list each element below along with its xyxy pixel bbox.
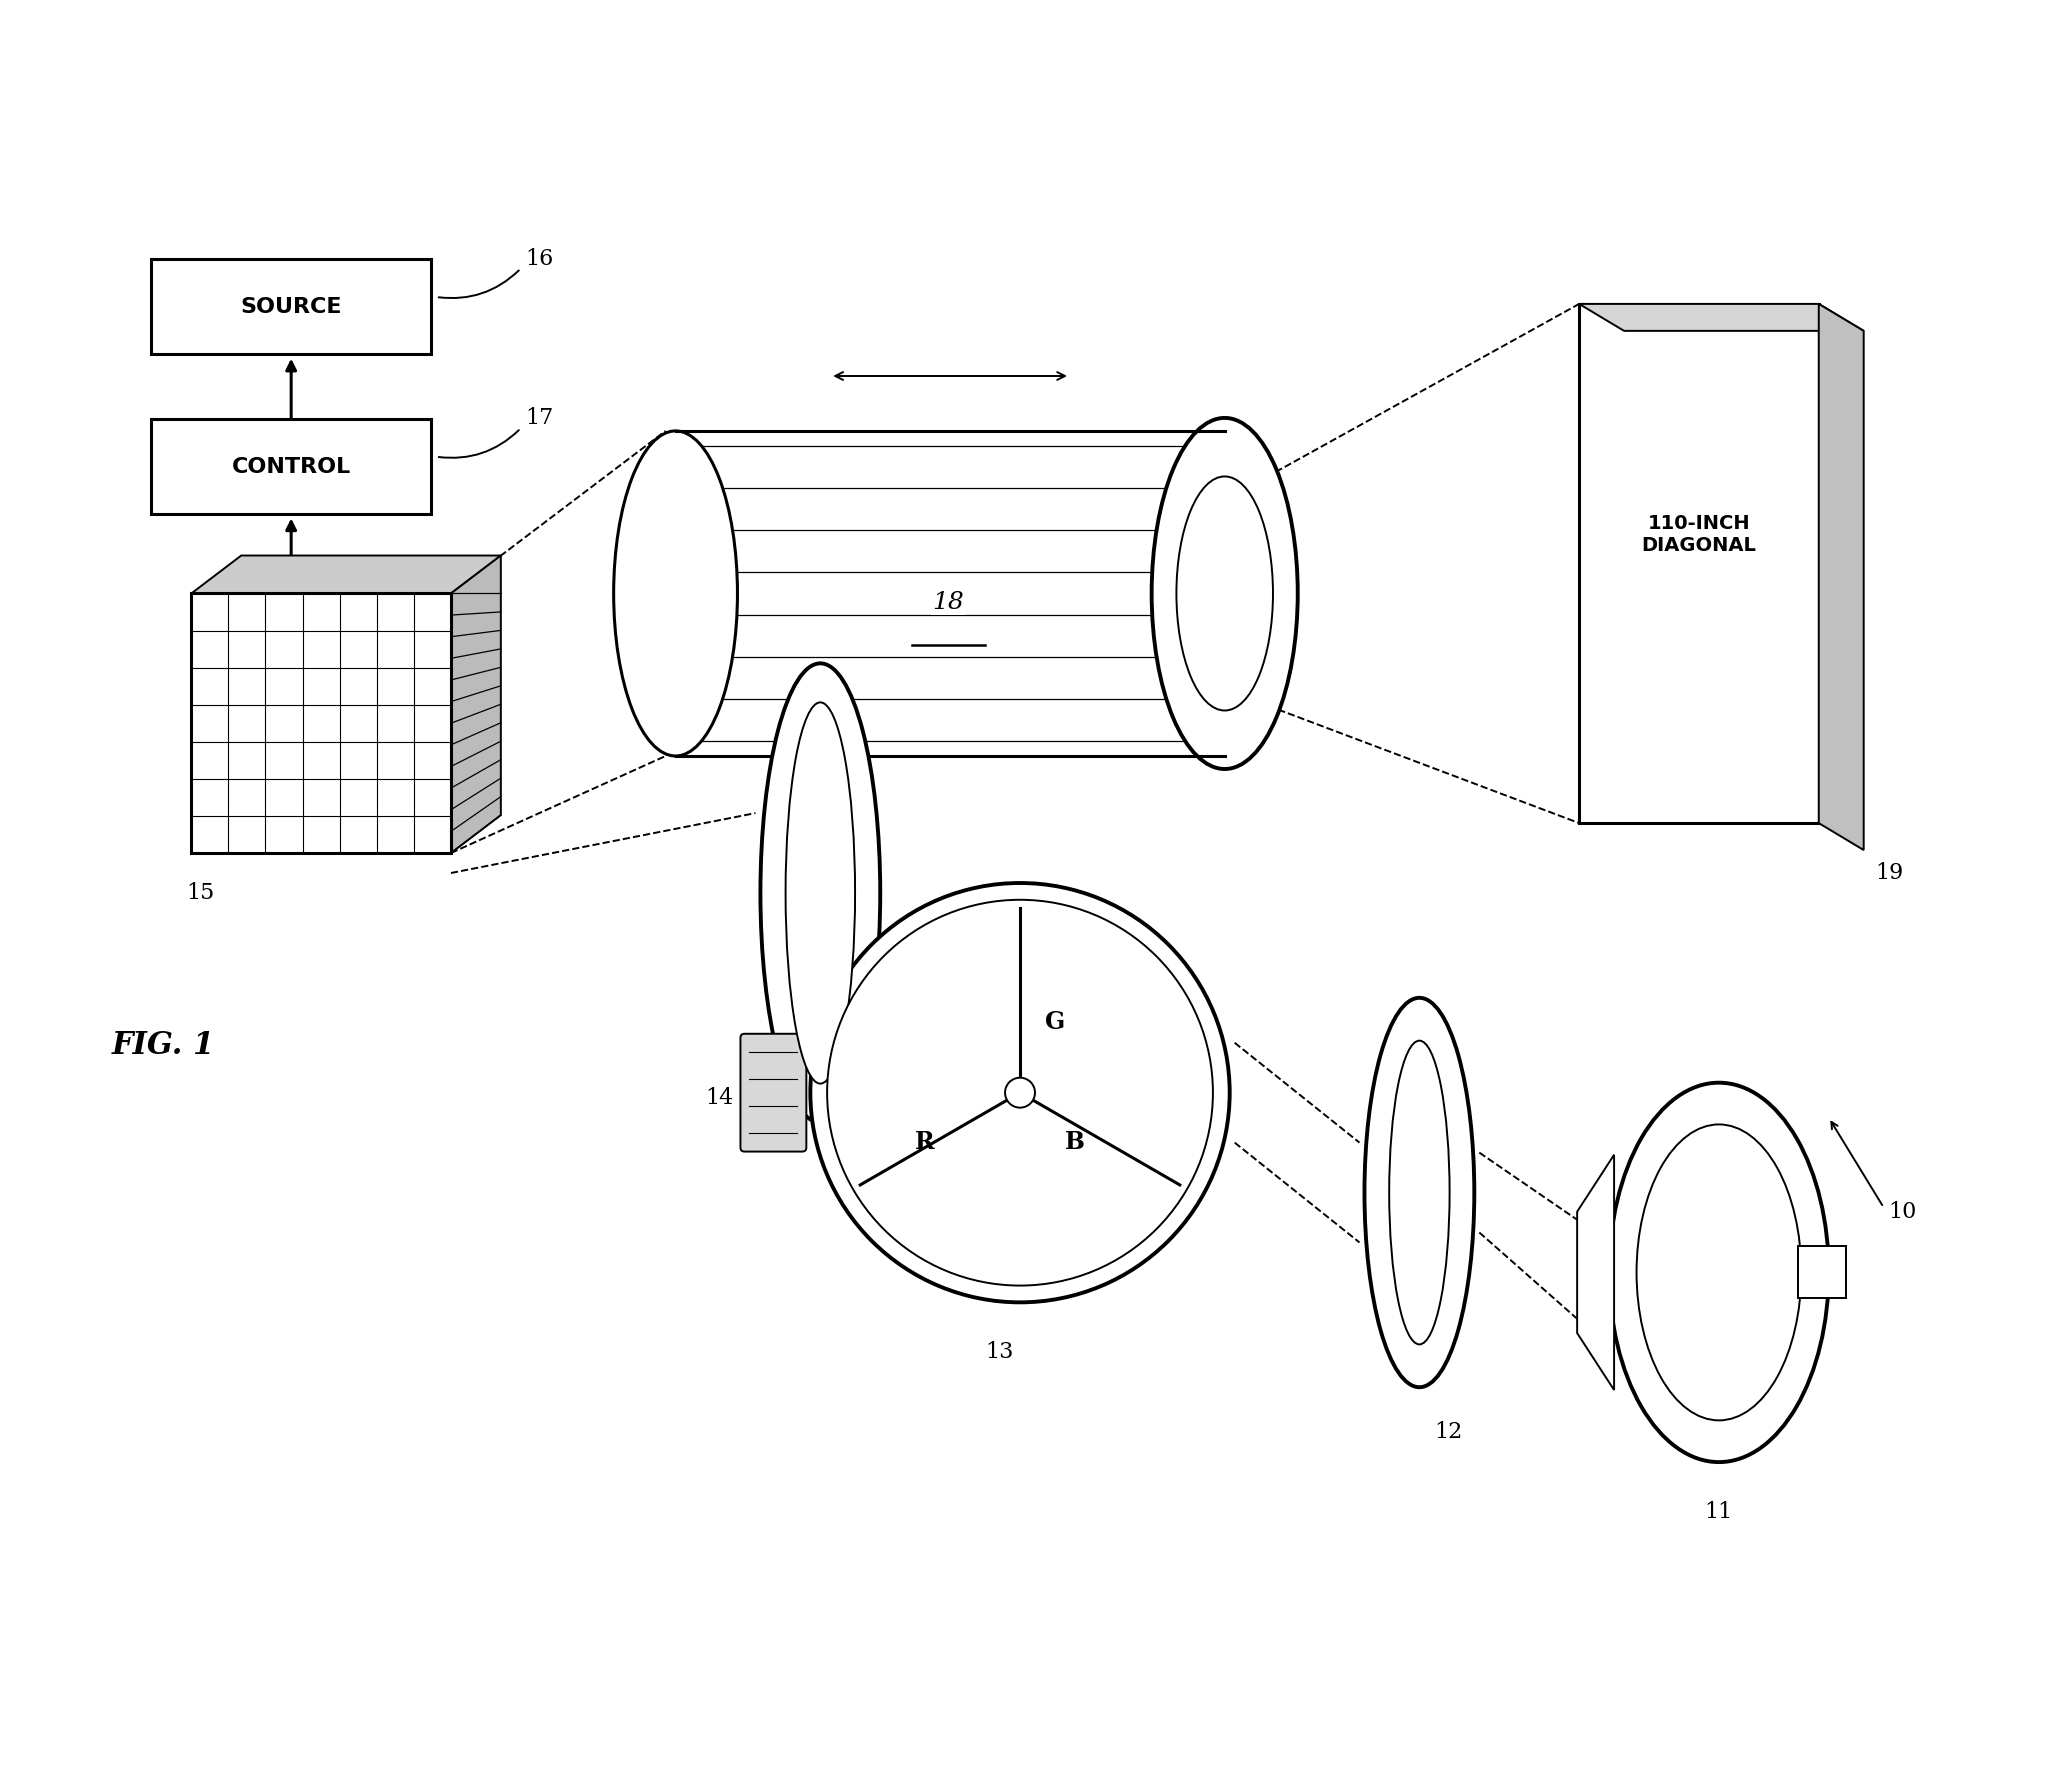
Bar [150, 261, 431, 355]
Bar [1797, 1246, 1847, 1298]
Text: 10: 10 [1888, 1200, 1917, 1223]
Polygon shape [192, 557, 501, 594]
Text: 13: 13 [985, 1340, 1014, 1362]
Ellipse shape [1636, 1124, 1801, 1420]
Ellipse shape [1389, 1041, 1449, 1344]
Polygon shape [1579, 305, 1863, 332]
Ellipse shape [1610, 1083, 1828, 1463]
Ellipse shape [1177, 477, 1274, 711]
Bar [192, 594, 451, 853]
Polygon shape [1818, 305, 1863, 851]
Text: 18: 18 [932, 590, 965, 613]
Bar [150, 420, 431, 514]
Text: 14: 14 [705, 1087, 734, 1108]
Polygon shape [1579, 305, 1818, 824]
Text: 17: 17 [526, 408, 554, 429]
Ellipse shape [810, 883, 1230, 1303]
Ellipse shape [761, 663, 880, 1122]
Ellipse shape [826, 901, 1214, 1285]
Ellipse shape [1364, 998, 1474, 1388]
Ellipse shape [785, 702, 855, 1083]
Polygon shape [676, 431, 1224, 757]
Text: CONTROL: CONTROL [231, 457, 350, 477]
Text: 19: 19 [1876, 862, 1904, 883]
Text: 11: 11 [1704, 1500, 1731, 1523]
Circle shape [1006, 1078, 1035, 1108]
Text: FIG. 1: FIG. 1 [111, 1028, 214, 1060]
Text: 15: 15 [185, 881, 214, 904]
Text: 16: 16 [526, 248, 554, 269]
FancyBboxPatch shape [740, 1034, 806, 1152]
Polygon shape [1577, 1156, 1614, 1390]
Polygon shape [451, 557, 501, 853]
Text: SOURCE: SOURCE [241, 298, 342, 317]
Ellipse shape [614, 431, 738, 757]
Text: 12: 12 [1434, 1420, 1463, 1441]
Text: G: G [1045, 1009, 1066, 1034]
Text: B: B [1066, 1129, 1084, 1152]
Text: 110-INCH
DIAGONAL: 110-INCH DIAGONAL [1641, 514, 1756, 555]
Text: R: R [915, 1129, 936, 1152]
Ellipse shape [1152, 418, 1298, 769]
